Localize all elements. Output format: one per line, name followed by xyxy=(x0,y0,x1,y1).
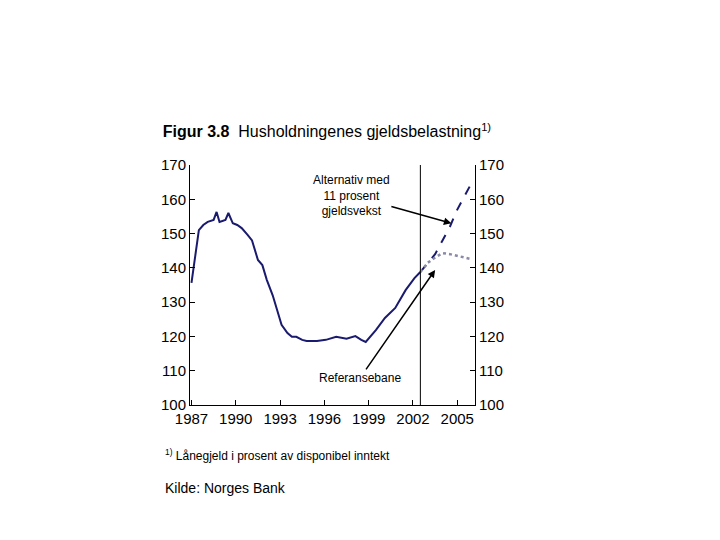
svg-text:140: 140 xyxy=(161,259,186,276)
svg-text:160: 160 xyxy=(161,191,186,208)
svg-text:170: 170 xyxy=(161,156,186,173)
svg-text:170: 170 xyxy=(479,156,504,173)
svg-text:1999: 1999 xyxy=(352,410,385,427)
svg-text:140: 140 xyxy=(479,259,504,276)
svg-text:110: 110 xyxy=(479,362,503,379)
svg-text:1987: 1987 xyxy=(175,410,208,427)
svg-text:130: 130 xyxy=(479,293,504,310)
svg-text:130: 130 xyxy=(161,293,186,310)
svg-text:160: 160 xyxy=(479,191,504,208)
svg-text:1990: 1990 xyxy=(219,410,252,427)
svg-text:2005: 2005 xyxy=(441,410,474,427)
svg-text:150: 150 xyxy=(479,225,504,242)
svg-text:100: 100 xyxy=(161,396,186,413)
svg-text:Referansebane: Referansebane xyxy=(319,371,401,385)
svg-text:2002: 2002 xyxy=(396,410,429,427)
svg-text:110: 110 xyxy=(162,362,186,379)
svg-text:Figur 3.8 Husholdningenes gje: Figur 3.8 Husholdningenes gjeldsbelastni… xyxy=(163,121,492,141)
svg-text:120: 120 xyxy=(479,328,504,345)
svg-text:Alternativ med11 prosentgjelds: Alternativ med11 prosentgjeldsvekst xyxy=(313,173,390,218)
svg-text:1993: 1993 xyxy=(263,410,296,427)
svg-text:150: 150 xyxy=(161,225,186,242)
svg-text:1996: 1996 xyxy=(308,410,341,427)
svg-text:100: 100 xyxy=(479,396,504,413)
svg-text:120: 120 xyxy=(161,328,186,345)
svg-text:​1)​ Lånegjeld i prosent av di: ​1)​ Lånegjeld i prosent av disponibel i… xyxy=(165,447,390,463)
svg-text:Kilde: Norges Bank: Kilde: Norges Bank xyxy=(165,480,286,496)
